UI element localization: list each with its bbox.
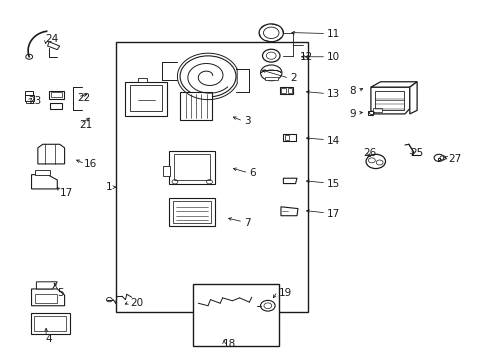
Text: 5: 5: [57, 288, 64, 297]
Text: 6: 6: [249, 168, 255, 178]
Text: 17: 17: [60, 188, 73, 198]
Polygon shape: [370, 82, 416, 87]
Text: 12: 12: [299, 52, 312, 62]
Bar: [180, 92, 211, 120]
Polygon shape: [370, 87, 409, 114]
Text: 23: 23: [28, 96, 41, 107]
Text: 19: 19: [278, 288, 291, 297]
Bar: [125, 82, 166, 116]
Text: 18: 18: [222, 339, 235, 349]
Text: 16: 16: [84, 159, 97, 169]
Bar: [130, 85, 162, 111]
Text: 13: 13: [326, 89, 340, 99]
Bar: [35, 294, 57, 303]
Bar: [285, 135, 288, 140]
Bar: [281, 88, 286, 93]
Bar: [368, 111, 372, 114]
Text: 17: 17: [326, 209, 340, 219]
Polygon shape: [409, 82, 416, 114]
Bar: [25, 91, 32, 95]
Text: 2: 2: [290, 73, 297, 83]
Polygon shape: [47, 42, 60, 50]
Bar: [193, 284, 278, 346]
Bar: [437, 158, 440, 160]
Text: 26: 26: [363, 148, 376, 158]
Polygon shape: [50, 103, 62, 109]
Polygon shape: [36, 282, 57, 289]
Text: 27: 27: [448, 154, 461, 163]
Bar: [26, 102, 33, 103]
Text: 14: 14: [326, 136, 340, 146]
Text: 21: 21: [79, 120, 92, 130]
Text: 4: 4: [45, 334, 52, 344]
Text: 3: 3: [244, 116, 251, 126]
Bar: [116, 42, 307, 312]
Text: 15: 15: [326, 179, 340, 189]
Text: 1: 1: [105, 182, 112, 192]
Text: 24: 24: [45, 34, 58, 44]
Text: 11: 11: [326, 28, 340, 39]
Polygon shape: [283, 178, 296, 184]
Polygon shape: [49, 91, 63, 99]
Text: 20: 20: [130, 298, 143, 308]
Bar: [283, 134, 295, 141]
Bar: [34, 316, 65, 332]
Polygon shape: [280, 87, 292, 94]
Bar: [265, 77, 277, 80]
Bar: [137, 78, 147, 82]
Text: 7: 7: [244, 218, 251, 228]
Bar: [169, 152, 215, 184]
Bar: [30, 313, 70, 334]
Bar: [25, 95, 34, 102]
Polygon shape: [31, 175, 57, 189]
Text: 25: 25: [409, 148, 422, 158]
Bar: [35, 170, 50, 175]
Text: 10: 10: [326, 52, 340, 62]
Bar: [169, 198, 215, 226]
Polygon shape: [38, 144, 64, 164]
Bar: [372, 108, 381, 112]
Polygon shape: [31, 289, 64, 306]
Text: 8: 8: [349, 86, 356, 96]
Text: 9: 9: [349, 109, 356, 119]
Bar: [374, 91, 403, 111]
Bar: [287, 88, 291, 93]
Text: 22: 22: [77, 93, 90, 103]
Bar: [173, 201, 211, 223]
Bar: [51, 93, 61, 98]
Bar: [174, 154, 210, 180]
Bar: [163, 166, 170, 176]
Polygon shape: [281, 207, 297, 216]
